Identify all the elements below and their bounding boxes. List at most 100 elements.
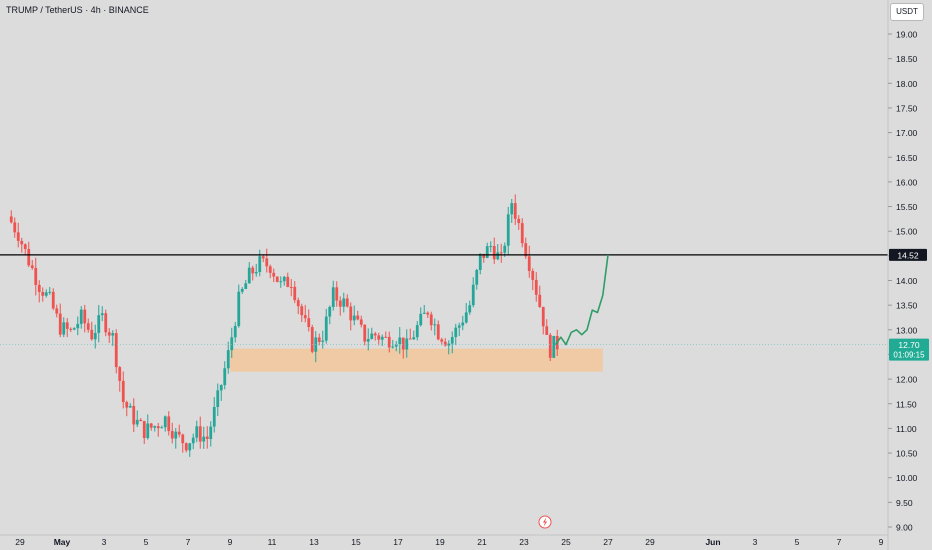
candle-body: [104, 313, 108, 333]
candle-body: [513, 203, 517, 219]
candle-body: [16, 232, 20, 241]
y-tick-label: 16.00: [896, 177, 918, 187]
candle-body: [13, 222, 17, 233]
candle-body: [202, 436, 206, 442]
y-tick-label: 18.00: [896, 79, 918, 89]
candle-body: [366, 339, 370, 342]
candle-body: [338, 300, 342, 307]
candle-body: [198, 426, 202, 442]
candle-body: [440, 339, 444, 342]
x-tick-label: 19: [435, 537, 445, 547]
x-tick-label: 17: [393, 537, 403, 547]
y-tick-label: 19.00: [896, 30, 918, 40]
candle-body: [111, 333, 115, 336]
candle-body: [97, 315, 101, 333]
y-tick-label: 17.50: [896, 103, 918, 113]
support-zone: [230, 348, 603, 372]
currency-unit-button[interactable]: USDT: [890, 3, 924, 21]
candle-body: [30, 265, 34, 268]
candle-body: [261, 256, 265, 259]
resistance-badge: [889, 248, 927, 261]
candle-body: [76, 323, 80, 329]
candle-body: [265, 258, 269, 267]
candle-body: [293, 286, 297, 301]
candle-body: [230, 337, 234, 351]
candle-body: [132, 405, 136, 425]
candle-body: [310, 327, 314, 352]
candle-body: [303, 315, 307, 319]
candle-body: [328, 306, 332, 317]
x-tick-label: 3: [102, 537, 107, 547]
candle-body: [86, 323, 90, 330]
candle-body: [177, 431, 181, 435]
candle-body: [58, 313, 62, 335]
candle-body: [489, 246, 493, 248]
candle-body: [485, 246, 489, 258]
y-tick-label: 16.50: [896, 153, 918, 163]
candle-body: [114, 333, 118, 368]
current-price-label: 12.70: [898, 340, 920, 350]
candle-body: [419, 313, 423, 326]
x-tick-label: 3: [753, 537, 758, 547]
candle-body: [359, 319, 363, 325]
candle-body: [219, 385, 223, 391]
candle-body: [468, 305, 472, 313]
candle-body: [156, 426, 160, 429]
candle-body: [307, 318, 311, 328]
time-axis[interactable]: 29 May 3 5 7 9 11 13 15 17 19 21 23 25 27 29 Jun 3 5 7 9: [0, 515, 888, 547]
candle-body: [135, 419, 139, 425]
candle-body: [153, 426, 157, 428]
candle-body: [128, 405, 132, 408]
candle-body: [377, 335, 381, 340]
candle-body: [254, 271, 258, 274]
candle-body: [520, 223, 524, 244]
candle-body: [349, 306, 353, 321]
candle-body: [289, 286, 293, 288]
lines-layer: [0, 254, 888, 346]
candle-body: [205, 436, 209, 439]
candle-body: [461, 322, 465, 326]
candle-body: [83, 309, 87, 324]
candle-body: [317, 337, 321, 342]
candle-body: [195, 426, 199, 438]
candle-body: [181, 434, 185, 444]
candle-body: [545, 326, 549, 335]
symbol-title[interactable]: TRUMP / TetherUS · 4h · BINANCE: [6, 5, 149, 15]
resistance-price-label: 14.52: [897, 250, 919, 260]
lightning-icon: [543, 517, 547, 527]
candle-body: [506, 214, 510, 246]
candle-body: [457, 325, 461, 328]
candle-body: [394, 344, 398, 347]
candle-body: [412, 337, 416, 340]
candle-body: [324, 316, 328, 341]
candle-body: [401, 337, 405, 350]
candle-body: [552, 335, 556, 358]
x-tick-label: 29: [645, 537, 655, 547]
candle-body: [146, 423, 150, 439]
y-tick-label: 9.50: [896, 498, 913, 508]
y-tick-label: 11.00: [896, 424, 917, 434]
candle-body: [321, 340, 325, 342]
candle-body: [527, 256, 531, 271]
candle-body: [48, 291, 52, 293]
candle-body: [149, 423, 153, 428]
candle-body: [429, 314, 433, 326]
candle-body: [65, 322, 69, 329]
candle-body: [450, 337, 454, 344]
candle-body: [510, 203, 514, 215]
current-price-badge: [889, 338, 929, 361]
candle-body: [27, 249, 31, 266]
y-tick-label: 12.00: [896, 375, 918, 385]
candle-body: [90, 329, 94, 340]
candle-body: [258, 256, 262, 272]
x-tick-label: 25: [561, 537, 571, 547]
y-tick-label: 15.00: [896, 227, 918, 237]
candle-body: [121, 380, 125, 403]
candle-body: [209, 426, 213, 439]
candle-body: [380, 336, 384, 340]
candle-body: [34, 267, 38, 285]
candle-body: [492, 246, 496, 260]
candle-body: [426, 312, 430, 315]
